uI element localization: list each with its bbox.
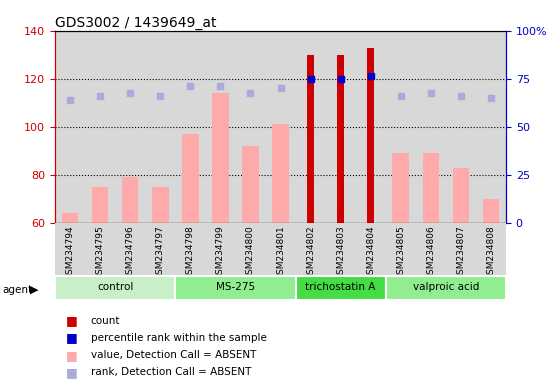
Text: ■: ■ xyxy=(66,366,78,379)
Bar xyxy=(182,134,199,223)
Text: GSM234800: GSM234800 xyxy=(246,225,255,280)
Bar xyxy=(416,223,446,275)
Text: percentile rank within the sample: percentile rank within the sample xyxy=(91,333,267,343)
Bar xyxy=(356,31,386,223)
Bar xyxy=(453,167,469,223)
Text: agent: agent xyxy=(3,285,33,295)
Bar xyxy=(62,213,78,223)
Text: MS-275: MS-275 xyxy=(216,283,255,293)
Text: GSM234797: GSM234797 xyxy=(156,225,165,280)
Text: ■: ■ xyxy=(66,349,78,362)
Bar xyxy=(326,31,356,223)
Bar xyxy=(55,223,85,275)
Bar xyxy=(446,31,476,223)
Bar xyxy=(272,124,289,223)
Bar xyxy=(266,223,295,275)
Text: GSM234807: GSM234807 xyxy=(456,225,465,280)
Bar xyxy=(416,31,446,223)
Bar xyxy=(386,31,416,223)
Bar xyxy=(367,48,375,223)
Text: trichostatin A: trichostatin A xyxy=(305,283,376,293)
Bar xyxy=(205,223,235,275)
Text: GSM234803: GSM234803 xyxy=(336,225,345,280)
Bar xyxy=(446,223,476,275)
Text: ■: ■ xyxy=(66,314,78,327)
Bar xyxy=(393,153,409,223)
Bar xyxy=(85,31,115,223)
Bar xyxy=(122,177,139,223)
Text: ▶: ▶ xyxy=(30,285,38,295)
FancyBboxPatch shape xyxy=(55,276,175,300)
Text: GSM234802: GSM234802 xyxy=(306,225,315,280)
Bar xyxy=(266,31,295,223)
Bar xyxy=(235,223,266,275)
Text: GSM234796: GSM234796 xyxy=(125,225,135,280)
Bar xyxy=(175,223,205,275)
Bar xyxy=(295,223,326,275)
Text: control: control xyxy=(97,283,133,293)
Text: count: count xyxy=(91,316,120,326)
Bar xyxy=(55,31,85,223)
Bar xyxy=(115,31,145,223)
Bar xyxy=(386,223,416,275)
Bar xyxy=(337,55,344,223)
Text: GSM234806: GSM234806 xyxy=(426,225,436,280)
Text: GSM234798: GSM234798 xyxy=(186,225,195,280)
Bar xyxy=(356,223,386,275)
Text: GDS3002 / 1439649_at: GDS3002 / 1439649_at xyxy=(55,16,217,30)
Text: value, Detection Call = ABSENT: value, Detection Call = ABSENT xyxy=(91,350,256,360)
Text: valproic acid: valproic acid xyxy=(412,283,479,293)
Text: GSM234808: GSM234808 xyxy=(486,225,496,280)
Bar xyxy=(115,223,145,275)
Bar xyxy=(205,31,235,223)
FancyBboxPatch shape xyxy=(386,276,506,300)
Text: rank, Detection Call = ABSENT: rank, Detection Call = ABSENT xyxy=(91,367,251,377)
Bar xyxy=(483,199,499,223)
Bar xyxy=(145,223,175,275)
Text: GSM234805: GSM234805 xyxy=(396,225,405,280)
Text: GSM234794: GSM234794 xyxy=(65,225,75,280)
FancyBboxPatch shape xyxy=(295,276,386,300)
Text: GSM234799: GSM234799 xyxy=(216,225,225,280)
Text: ■: ■ xyxy=(66,331,78,344)
Text: GSM234801: GSM234801 xyxy=(276,225,285,280)
Bar xyxy=(212,93,229,223)
Bar xyxy=(307,55,314,223)
Bar xyxy=(92,187,108,223)
Bar xyxy=(145,31,175,223)
Bar xyxy=(476,223,506,275)
Text: GSM234804: GSM234804 xyxy=(366,225,375,280)
Bar xyxy=(152,187,168,223)
Bar xyxy=(235,31,266,223)
Bar xyxy=(175,31,205,223)
Bar xyxy=(476,31,506,223)
Bar xyxy=(422,153,439,223)
Text: GSM234795: GSM234795 xyxy=(96,225,104,280)
Bar xyxy=(85,223,115,275)
FancyBboxPatch shape xyxy=(175,276,295,300)
Bar xyxy=(326,223,356,275)
Bar xyxy=(242,146,258,223)
Bar xyxy=(295,31,326,223)
